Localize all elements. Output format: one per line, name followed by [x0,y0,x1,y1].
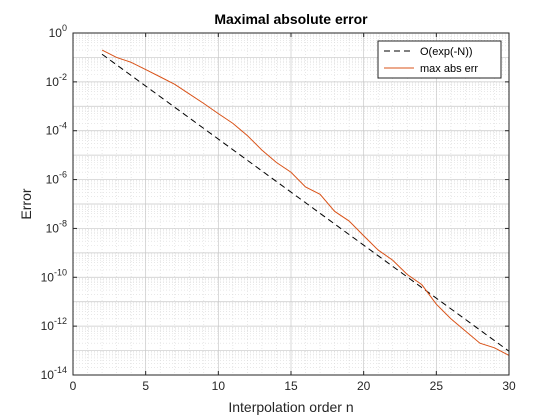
y-tick-label: 10-14 [41,365,67,382]
y-tick-label: 10-10 [41,267,67,284]
series-line-0 [101,53,510,352]
y-tick-label: 10-8 [46,218,67,235]
ticks: 0 5 10 15 20 25 30 100 10-2 10-4 10-6 10-8 10-10 10-1… [41,23,516,393]
y-tick-label: 10-4 [46,121,67,138]
x-tick-label: 10 [212,379,226,393]
x-axis-label: Interpolation order n [228,399,353,415]
x-tick-label: 5 [142,379,149,393]
series-layer [101,49,510,356]
chart-title: Maximal absolute error [214,11,368,27]
y-axis-label: Error [18,188,34,219]
y-tick-label: 100 [49,23,67,40]
legend-entry-max-abs-err: max abs err [420,63,478,75]
legend-entry-exp: O(exp(-N)) [420,46,473,58]
legend-box [377,40,502,79]
y-tick-label: 10-6 [46,170,67,187]
x-tick-label: 15 [284,379,298,393]
x-tick-label: 0 [70,379,77,393]
x-tick-label: 25 [430,379,444,393]
x-tick-label: 20 [357,379,371,393]
x-tick-label: 30 [502,379,516,393]
series-line-1 [101,49,510,356]
y-tick-label: 10-12 [41,316,67,333]
legend: O(exp(-N)) max abs err [377,40,502,79]
y-tick-label: 10-2 [46,72,67,89]
